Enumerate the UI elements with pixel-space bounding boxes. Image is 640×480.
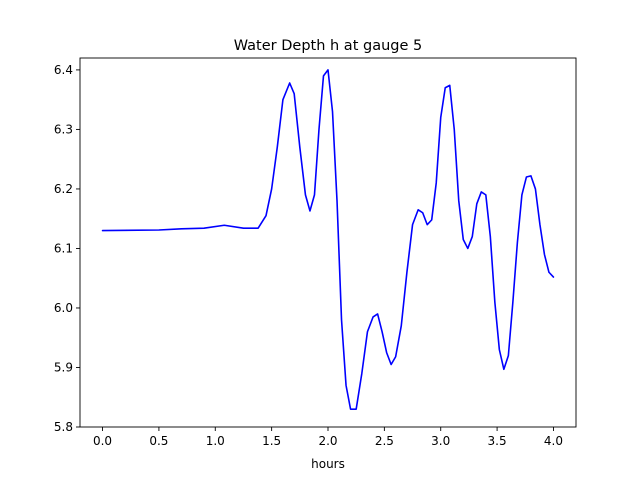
x-tick-label: 3.5	[488, 434, 507, 448]
series-line-0	[101, 69, 555, 410]
y-tick-label: 6.3	[54, 122, 73, 136]
x-tick-label: 2.0	[318, 434, 337, 448]
y-tick-label: 6.0	[54, 301, 73, 315]
y-tick-label: 6.1	[54, 241, 73, 255]
x-tick-label: 2.5	[375, 434, 394, 448]
y-tick-label: 6.4	[54, 63, 73, 77]
y-tick-label: 5.9	[54, 360, 73, 374]
y-tick-label: 6.2	[54, 182, 73, 196]
x-tick-label: 0.0	[93, 434, 112, 448]
chart-title: Water Depth h at gauge 5	[234, 38, 422, 54]
plot-area: 0.0 0.5 1.0 1.5 2.0 2.5 3.0 3.5 4.0 5.8 5.9 6.0 6.1 6…	[54, 57, 577, 448]
x-axis-title: hours	[311, 457, 345, 471]
plot-frame	[79, 57, 577, 428]
x-tick-label: 0.5	[149, 434, 168, 448]
x-tick-label: 1.0	[206, 434, 225, 448]
x-tick-label: 4.0	[544, 434, 563, 448]
x-tick-label: 1.5	[262, 434, 281, 448]
y-tick-label: 5.8	[54, 420, 73, 434]
x-tick-label: 3.0	[431, 434, 450, 448]
